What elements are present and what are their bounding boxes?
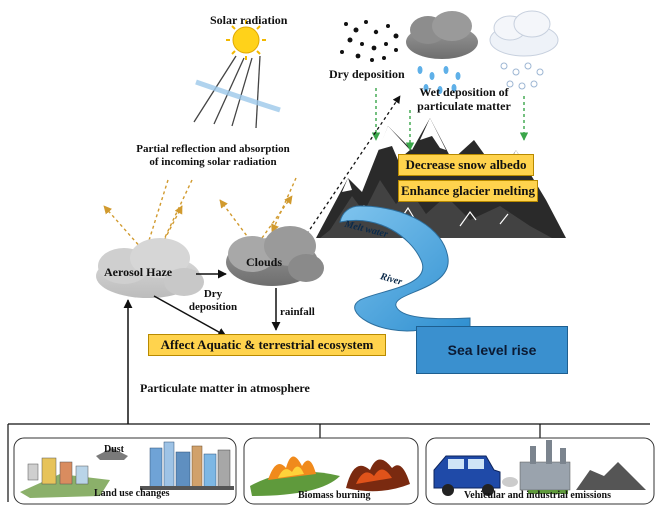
decrease-snow-albedo-box: Decrease snow albedo [398,154,534,176]
dry-deposition-top-label: Dry deposition [329,67,405,81]
dry-deposition-line1: Dry [203,288,223,300]
wet-deposition-label: Wet deposition of particulate matter [404,85,524,114]
rainfall-label: rainfall [280,306,315,318]
city-illustration [20,441,234,498]
affect-ecosystem-box: Affect Aquatic & terrestrial ecosystem [148,334,386,356]
particle-dots [340,20,399,62]
car-factory-illustration [433,440,646,496]
deposition-green-arrows [371,88,529,151]
river-shape [339,205,471,332]
partial-reflection-label: Partial reflection and absorption of inc… [128,143,298,168]
partial-reflection-line1: Partial reflection and absorption [136,143,290,155]
reflection-dashed-arrows [103,177,297,259]
process-arrows [123,269,281,424]
sea-level-rise-box: Sea level rise [416,326,568,374]
solar-radiation-label: Solar radiation [210,13,288,27]
biomass-caption: Biomass burning [298,490,371,501]
aerosol-haze-cloud [96,238,204,298]
partial-reflection-line2: of incoming solar radiation [149,155,277,168]
fire-illustration [250,456,410,496]
sun-icon [226,20,266,60]
vehicular-caption: Vehicular and industrial emissions [464,490,611,501]
land-use-caption: Land use changes [94,488,170,499]
dry-deposition-line2: deposition [188,300,238,313]
dry-deposition-label: Dry deposition [178,288,248,313]
snow-cloud-icon [489,10,559,90]
wet-deposition-line2: particulate matter [417,98,511,113]
enhance-glacier-melting-box: Enhance glacier melting [398,180,538,202]
aerosol-haze-label: Aerosol Haze [104,265,173,279]
wet-deposition-line1: Wet deposition of [419,85,509,99]
atmosphere-band [195,79,281,113]
clouds-label: Clouds [246,255,283,269]
clouds-shape [226,226,324,286]
source-connector-lines [7,423,650,502]
rain-cloud-icon [406,11,478,94]
dust-caption: Dust [104,444,125,455]
particulate-matter-label: Particulate matter in atmosphere [140,381,310,395]
